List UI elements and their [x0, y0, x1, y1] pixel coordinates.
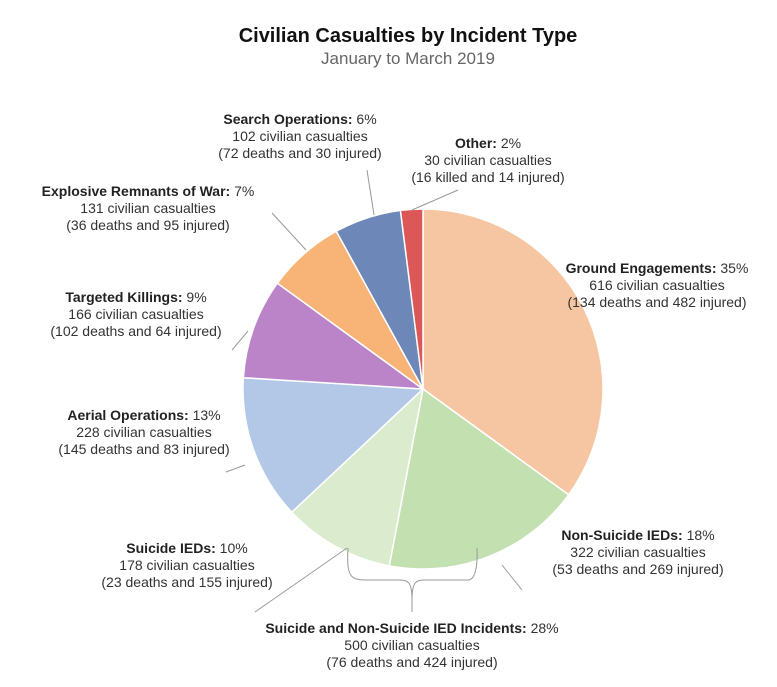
chart-subtitle: January to March 2019 — [321, 49, 495, 68]
slice-label-aerial-operations: Aerial Operations: 13% 228 civilian casua… — [58, 407, 229, 457]
leader-line-3 — [231, 330, 249, 351]
chart-title: Civilian Casualties by Incident Type — [239, 25, 578, 47]
pie-slice-suicide-ieds — [290, 386, 425, 567]
leader-line-0 — [366, 169, 375, 216]
leader-lines — [225, 169, 523, 613]
slice-labels: Ground Engagements: 35% 616 civilian casu… — [42, 111, 749, 670]
pie-slice-non-suicide-ieds — [388, 387, 570, 570]
leader-line-2 — [271, 212, 307, 251]
leader-line-4 — [225, 464, 246, 473]
slice-label-non-suicide-ieds: Non-Suicide IEDs: 18% 322 civilian casual… — [552, 527, 723, 577]
leader-line-5 — [501, 564, 523, 591]
pie-slice-targeted-killings — [242, 282, 426, 390]
slice-label-search-operations: Search Operations: 6% 102 civilian casual… — [218, 111, 381, 161]
slice-label-other: Other: 2% 30 civilian casualties (16 kille… — [411, 135, 564, 185]
slice-label-group-ied-incidents: Suicide and Non-Suicide IED Incidents: 2… — [265, 620, 558, 670]
leader-line-1 — [411, 189, 459, 211]
slice-label-targeted-killings: Targeted Killings: 9% 166 civilian casual… — [50, 289, 221, 339]
pie-slices — [242, 208, 604, 570]
pie-slice-ground-engagements — [422, 208, 604, 496]
leader-line-6 — [254, 547, 348, 613]
slice-label-ground-engagements: Ground Engagements: 35% 616 civilian casu… — [566, 260, 749, 310]
slice-label-explosive-remnants-of-war: Explosive Remnants of War: 7% 131 civilia… — [42, 183, 255, 233]
slice-label-suicide-ieds: Suicide IEDs: 10% 178 civilian casualties… — [101, 540, 272, 590]
pie-slice-aerial-operations — [242, 376, 425, 514]
pie-slice-other — [399, 208, 424, 390]
